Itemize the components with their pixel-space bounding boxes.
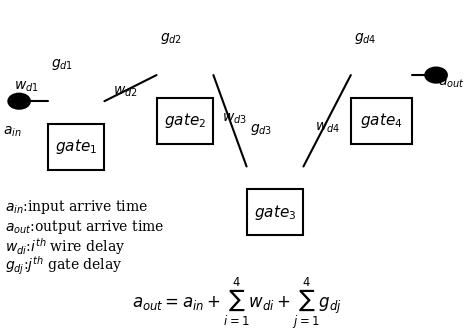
Text: $w_{d2}$: $w_{d2}$: [113, 84, 138, 98]
Text: $a_{out}$:output arrive time: $a_{out}$:output arrive time: [5, 218, 164, 236]
Text: $a_{out}$: $a_{out}$: [438, 76, 465, 90]
Text: $g_{d4}$: $g_{d4}$: [354, 31, 376, 46]
FancyBboxPatch shape: [351, 98, 412, 143]
Text: $w_{d3}$: $w_{d3}$: [222, 112, 247, 126]
FancyBboxPatch shape: [47, 124, 104, 170]
Text: $a_{in}$: $a_{in}$: [3, 125, 21, 139]
Circle shape: [428, 69, 445, 81]
Text: $gate_1$: $gate_1$: [55, 137, 97, 156]
Text: $g_{d3}$: $g_{d3}$: [250, 122, 272, 137]
Text: $w_{d1}$: $w_{d1}$: [14, 79, 38, 94]
Text: $gate_2$: $gate_2$: [164, 111, 206, 130]
Text: $g_{d1}$: $g_{d1}$: [51, 57, 73, 72]
Text: $g_{dj}$:$j^{th}$ gate delay: $g_{dj}$:$j^{th}$ gate delay: [5, 255, 122, 277]
Text: $w_{d4}$: $w_{d4}$: [315, 120, 340, 134]
Text: $gate_4$: $gate_4$: [360, 111, 403, 130]
Text: $g_{d2}$: $g_{d2}$: [160, 31, 182, 46]
FancyBboxPatch shape: [246, 189, 303, 235]
Text: $a_{in}$:input arrive time: $a_{in}$:input arrive time: [5, 198, 148, 216]
Circle shape: [10, 95, 27, 107]
FancyBboxPatch shape: [156, 98, 213, 143]
Text: $w_{di}$:$i^{th}$ wire delay: $w_{di}$:$i^{th}$ wire delay: [5, 236, 125, 257]
Text: $a_{out} = a_{in} + \sum_{i=1}^{4} w_{di} + \sum_{j=1}^{4} g_{dj}$: $a_{out} = a_{in} + \sum_{i=1}^{4} w_{di…: [132, 276, 342, 331]
Text: $gate_3$: $gate_3$: [254, 203, 296, 222]
